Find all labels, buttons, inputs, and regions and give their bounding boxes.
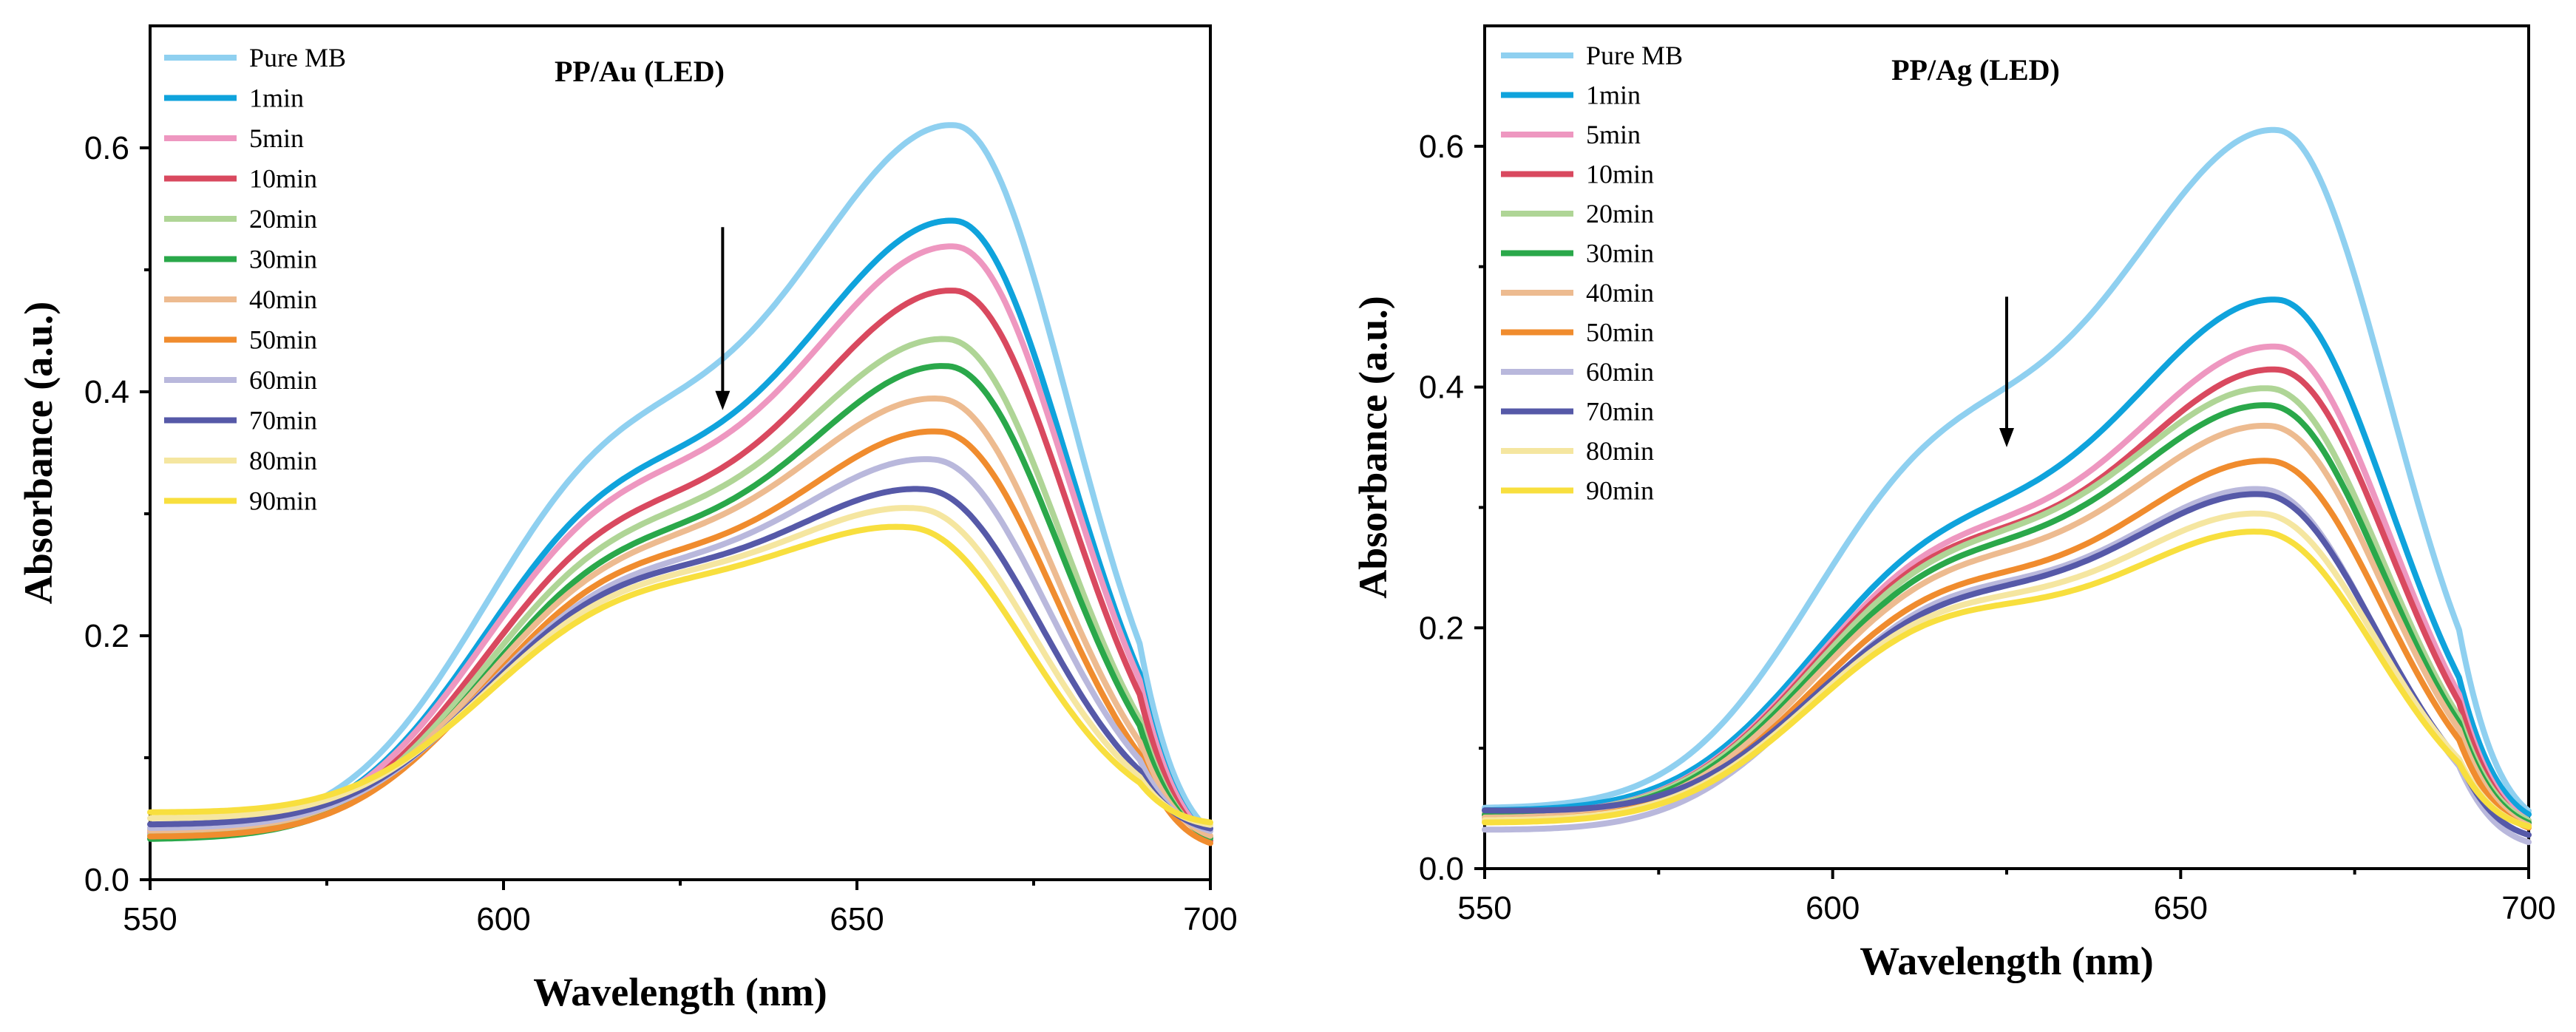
legend-label: 60min: [249, 365, 317, 395]
legend-label: 20min: [1586, 199, 1654, 228]
legend-label: 1min: [249, 84, 304, 113]
legend-label: 5min: [1586, 120, 1641, 149]
legend-label: 60min: [1586, 357, 1654, 387]
legend-label: 40min: [249, 285, 317, 314]
series-line-30min: [1482, 402, 2532, 826]
series-line-70min: [1482, 491, 2532, 838]
legend-label: 30min: [249, 245, 317, 274]
y-tick-label: 0.4: [1419, 370, 1464, 406]
panel-pp-ag-led: 550 600 650 700 0.0 0.2 0.4 0.6 Wavelength (nm) A…: [1351, 24, 2556, 983]
y-tick-label: 0.4: [84, 374, 129, 410]
legend-label: 50min: [1586, 318, 1654, 347]
legend-label: Pure MB: [249, 43, 346, 72]
x-tick-label: 600: [476, 901, 530, 937]
legend-label: 80min: [249, 446, 317, 475]
x-tick-label: 650: [830, 901, 884, 937]
y-axis-title: Absorbance (a.u.): [1351, 296, 1395, 599]
y-axis-title: Absorbance (a.u.): [16, 302, 61, 605]
legend-label: 90min: [1586, 476, 1654, 506]
y-tick-label: 0.6: [84, 130, 129, 166]
legend-label: 50min: [249, 325, 317, 355]
panel-pp-au-led: 550 600 650 700 0.0 0.2 0.4 0.6 Wavelength (nm) A…: [16, 24, 1238, 1014]
x-tick-label: 650: [2154, 890, 2208, 926]
series-line-30min: [147, 363, 1213, 842]
y-tick-label: 0.2: [1419, 610, 1464, 646]
y-tick-label: 0.6: [1419, 129, 1464, 165]
x-tick-label: 550: [1457, 890, 1511, 926]
y-tick-label: 0.0: [1419, 851, 1464, 887]
series-line-90min: [1482, 529, 2532, 829]
x-axis-title: Wavelength (nm): [533, 970, 827, 1014]
legend-label: 1min: [1586, 81, 1641, 110]
y-tick-label: 0.0: [84, 862, 129, 898]
legend-label: 10min: [249, 164, 317, 194]
legend-label: 40min: [1586, 278, 1654, 308]
x-axis-title: Wavelength (nm): [1860, 939, 2154, 983]
x-tick-label: 550: [123, 901, 177, 937]
x-tick-label: 600: [1806, 890, 1860, 926]
legend-label: 30min: [1586, 239, 1654, 268]
legend-label: 90min: [249, 486, 317, 516]
trend-arrow-head: [715, 390, 731, 410]
legend-label: 10min: [1586, 160, 1654, 189]
legend-label: Pure MB: [1586, 41, 1683, 70]
legend-label: 70min: [249, 406, 317, 435]
legend-label: 70min: [1586, 397, 1654, 427]
series-line-70min: [147, 486, 1213, 832]
chart-title: PP/Ag (LED): [1891, 53, 2060, 86]
chart-title: PP/Au (LED): [555, 55, 725, 88]
series-line-80min: [147, 505, 1213, 828]
series-line-1min: [1482, 296, 2532, 818]
trend-arrow-head: [1999, 428, 2014, 447]
x-tick-label: 700: [1183, 901, 1237, 937]
legend-label: 80min: [1586, 436, 1654, 466]
series-line-90min: [147, 523, 1213, 826]
series-line-pure-mb: [1482, 126, 2532, 814]
y-tick-label: 0.2: [84, 618, 129, 654]
series-line-50min: [147, 428, 1213, 846]
legend-label: 20min: [249, 204, 317, 234]
x-tick-label: 700: [2501, 890, 2555, 926]
legend-label: 5min: [249, 123, 304, 153]
